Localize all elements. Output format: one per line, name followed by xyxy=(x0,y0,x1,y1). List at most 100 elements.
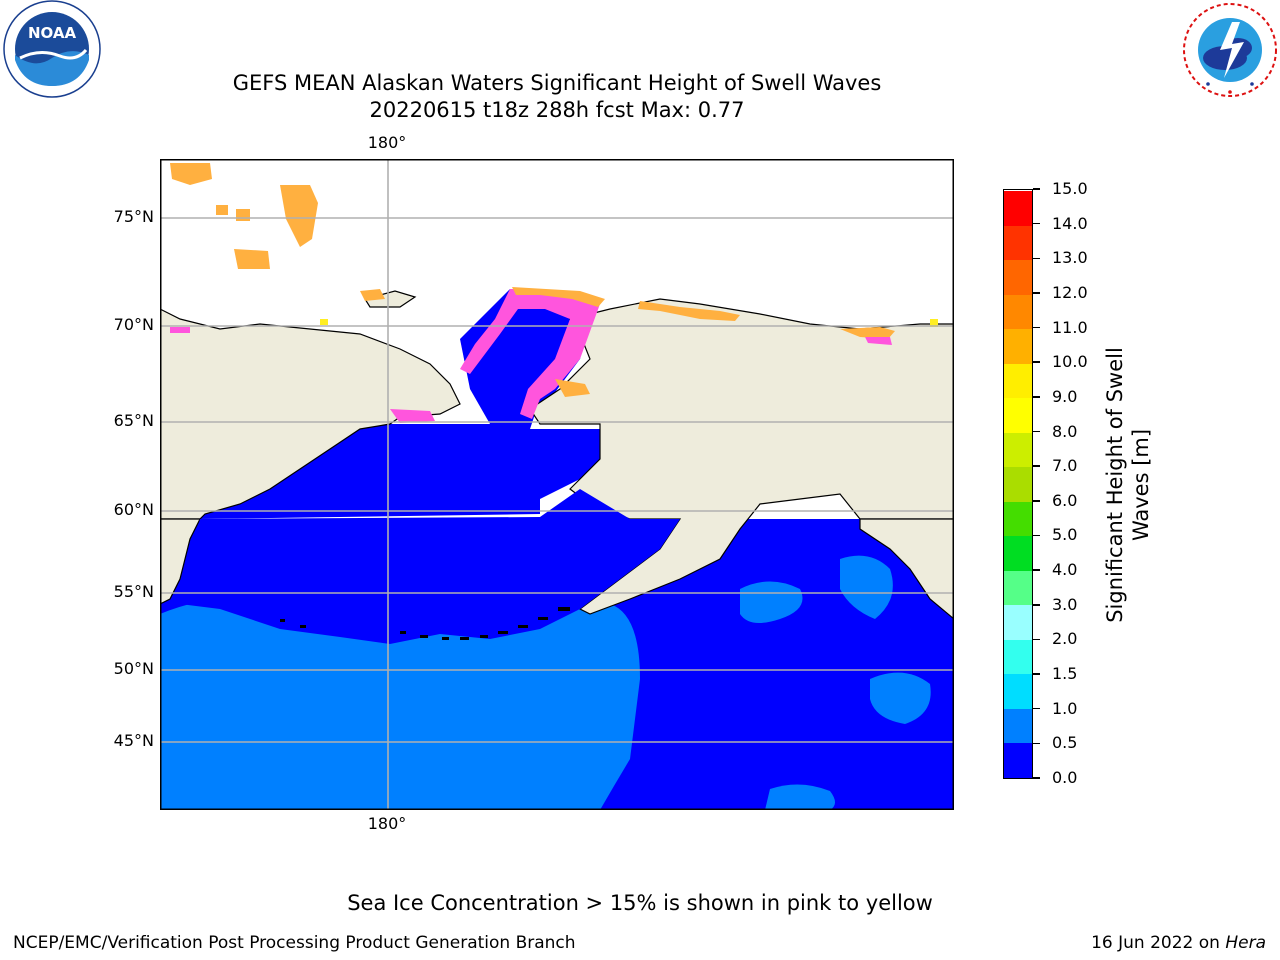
colorbar-tick-label: 9.0 xyxy=(1052,386,1078,406)
colorbar-title-line2: Waves [m] xyxy=(1129,428,1153,542)
colorbar-tick xyxy=(1033,292,1040,294)
swell-mid-patch-1 xyxy=(740,581,803,623)
colorbar-segment xyxy=(1004,225,1032,261)
sea-ice-arctic-3 xyxy=(234,249,270,269)
sea-ice-chukchi-edge xyxy=(512,287,605,307)
colorbar-tick-label: 11.0 xyxy=(1052,317,1088,337)
sea-ice-yellow-east xyxy=(930,319,938,327)
colorbar-segment xyxy=(1004,294,1032,330)
colorbar-title-line1: Significant Height of Swell xyxy=(1103,347,1127,623)
sea-ice-kotzebue xyxy=(555,379,590,397)
colorbar-tick-label: 4.0 xyxy=(1052,560,1078,580)
colorbar-tick-label: 5.0 xyxy=(1052,525,1078,545)
colorbar-segment xyxy=(1004,639,1032,675)
pacific-ocean-fill xyxy=(180,489,680,644)
chart-subtitle: 20220615 t18z 288h fcst Max: 0.77 xyxy=(369,98,745,122)
colorbar-segment xyxy=(1004,466,1032,502)
footer-host: Hera xyxy=(1225,933,1266,953)
lat-label-75n: 75°N xyxy=(113,207,154,226)
colorbar xyxy=(1003,189,1033,779)
colorbar-tick xyxy=(1033,430,1040,433)
colorbar-segment xyxy=(1004,570,1032,606)
sea-ice-chukchi xyxy=(460,289,600,419)
colorbar-tick xyxy=(1033,638,1040,641)
swell-mid-region xyxy=(160,590,640,810)
map-border xyxy=(160,159,954,810)
sea-ice-east-pink xyxy=(865,337,892,345)
colorbar-segment xyxy=(1004,432,1032,468)
sea-ice-arctic-2 xyxy=(280,185,318,247)
swell-mid-patch-4 xyxy=(765,784,835,810)
lon-label-top: 180° xyxy=(367,133,407,152)
colorbar-tick xyxy=(1033,604,1040,606)
footer-credit: NCEP/EMC/Verification Post Processing Pr… xyxy=(13,933,576,953)
colorbar-segment xyxy=(1004,328,1032,364)
colorbar-tick xyxy=(1033,500,1040,502)
colorbar-tick xyxy=(1033,534,1040,537)
sea-ice-yellow xyxy=(320,319,328,325)
sea-ice-east xyxy=(840,327,895,339)
colorbar-tick xyxy=(1033,673,1040,675)
colorbar-tick-label: 8.0 xyxy=(1052,421,1078,441)
lat-label-45n: 45°N xyxy=(113,731,154,750)
lat-label-55n: 55°N xyxy=(113,582,154,601)
land-wrangel-island xyxy=(364,290,417,308)
sea-ice-arctic-5 xyxy=(236,209,250,221)
sea-ice-arctic-1 xyxy=(170,163,212,185)
colorbar-tick xyxy=(1033,569,1040,571)
colorbar-segment xyxy=(1004,501,1032,537)
colorbar-segment xyxy=(1004,673,1032,709)
sea-ice-anadyr xyxy=(390,409,435,423)
lat-label-50n: 50°N xyxy=(113,659,154,678)
swell-mid-patch-2 xyxy=(840,555,893,619)
chart-title: GEFS MEAN Alaskan Waters Significant Hei… xyxy=(232,71,882,95)
colorbar-tick-label: 7.0 xyxy=(1052,456,1078,476)
colorbar-segment xyxy=(1004,742,1032,778)
noaa-logo: NOAA xyxy=(0,0,104,100)
colorbar-segment xyxy=(1004,363,1032,399)
colorbar-segment xyxy=(1004,535,1032,571)
sea-ice-west xyxy=(170,327,190,333)
sea-ice-arctic-4 xyxy=(216,205,228,215)
sea-ice-beaufort xyxy=(638,301,740,321)
colorbar-tick-label: 12.0 xyxy=(1052,282,1088,302)
colorbar-tick-label: 2.0 xyxy=(1052,629,1078,649)
colorbar-segment xyxy=(1004,604,1032,640)
colorbar-tick xyxy=(1033,465,1040,467)
lat-label-65n: 65°N xyxy=(113,411,154,430)
colorbar-tick xyxy=(1033,326,1040,329)
colorbar-tick-label: 13.0 xyxy=(1052,248,1088,268)
sea-ice-layer xyxy=(170,163,938,423)
lat-label-70n: 70°N xyxy=(113,315,154,334)
colorbar-tick xyxy=(1033,222,1040,225)
colorbar-tick-label: 14.0 xyxy=(1052,213,1088,233)
land-southeast-alaska xyxy=(859,518,954,620)
colorbar-segment xyxy=(1004,708,1032,744)
colorbar-tick xyxy=(1033,257,1040,260)
footer-date-text: 16 Jun 2022 on xyxy=(1091,933,1226,953)
colorbar-tick-label: 0.0 xyxy=(1052,768,1078,787)
lon-label-bottom: 180° xyxy=(367,814,407,833)
colorbar-segment xyxy=(1004,259,1032,295)
footer-date: 16 Jun 2022 on Hera xyxy=(1091,933,1266,953)
aleutian-islands xyxy=(280,607,570,640)
colorbar-segment xyxy=(1004,397,1032,433)
colorbar-tick xyxy=(1033,777,1040,779)
colorbar-segment xyxy=(1004,190,1032,226)
colorbar-tick-label: 10.0 xyxy=(1052,352,1088,372)
colorbar-tick-label: 3.0 xyxy=(1052,594,1078,614)
graticule xyxy=(160,159,954,810)
colorbar-tick xyxy=(1033,742,1040,745)
sea-ice-chukotka-north xyxy=(360,289,385,301)
lat-label-60n: 60°N xyxy=(113,500,154,519)
colorbar-tick-label: 15.0 xyxy=(1052,179,1088,198)
colorbar-tick-label: 1.5 xyxy=(1052,664,1078,684)
swell-mid-patch-3 xyxy=(870,672,931,724)
colorbar-tick-label: 6.0 xyxy=(1052,490,1078,510)
land-kamchatka xyxy=(160,518,201,605)
colorbar-tick xyxy=(1033,188,1040,190)
nws-logo xyxy=(1180,0,1280,100)
colorbar-tick xyxy=(1033,396,1040,398)
noaa-logo-text: NOAA xyxy=(28,24,77,42)
sea-ice-note: Sea Ice Concentration > 15% is shown in … xyxy=(347,891,933,915)
